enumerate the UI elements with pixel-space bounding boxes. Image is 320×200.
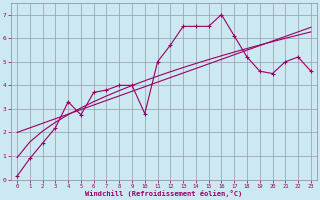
X-axis label: Windchill (Refroidissement éolien,°C): Windchill (Refroidissement éolien,°C) — [85, 190, 243, 197]
